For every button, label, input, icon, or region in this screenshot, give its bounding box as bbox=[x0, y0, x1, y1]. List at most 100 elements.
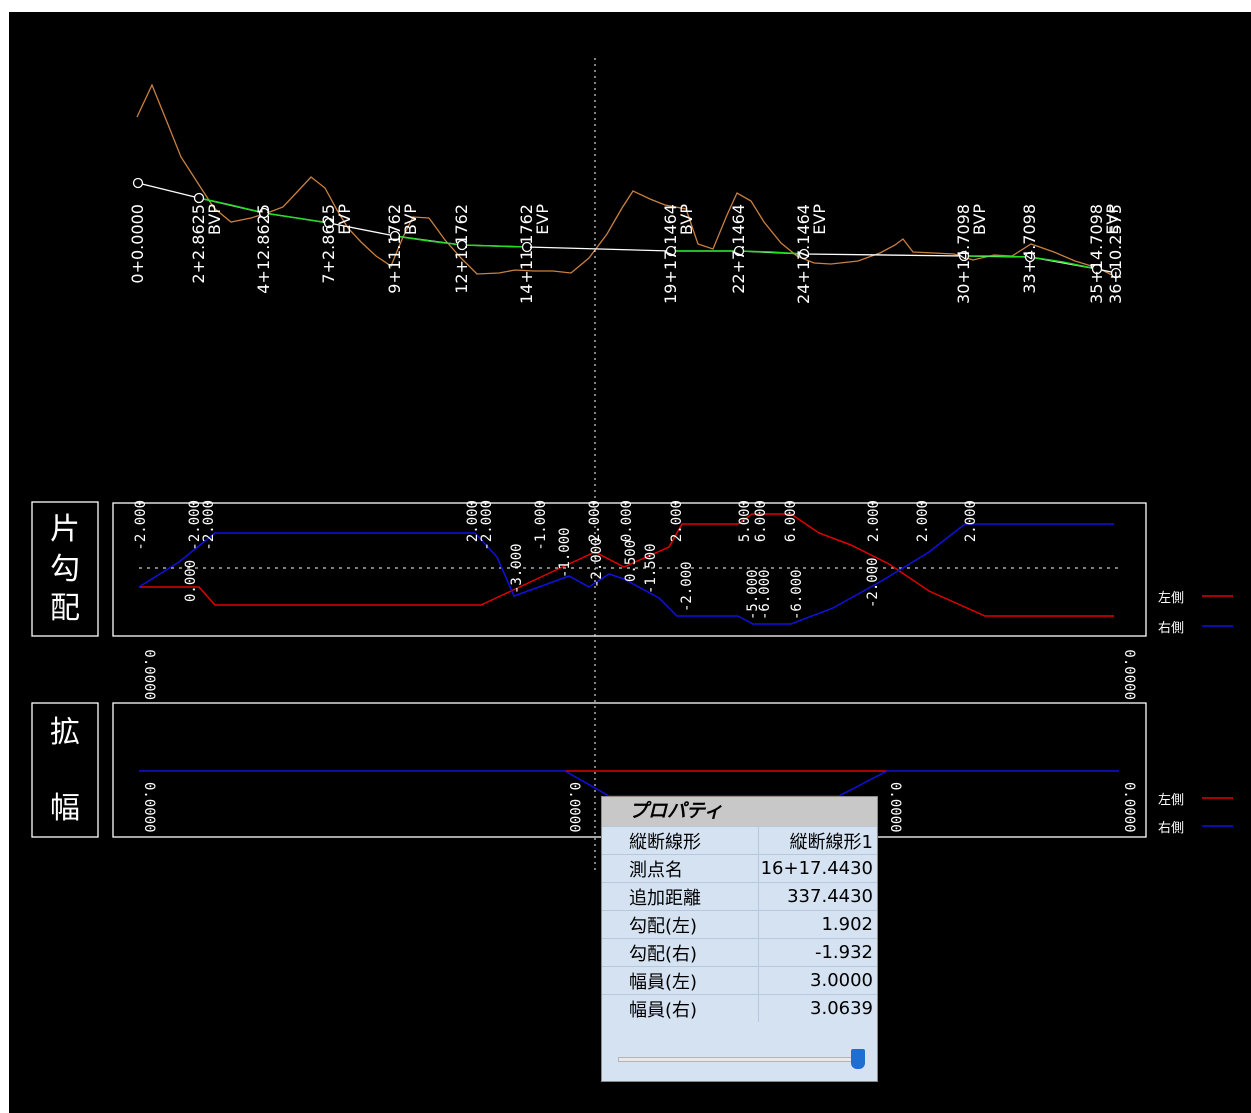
property-key: 勾配(右) bbox=[602, 938, 759, 967]
superelevation-value-label: -5.000 bbox=[745, 569, 761, 620]
station-point[interactable] bbox=[521, 241, 533, 253]
station-point[interactable] bbox=[1024, 251, 1036, 263]
property-row[interactable]: 勾配(左) 1.902 bbox=[602, 910, 877, 939]
property-row[interactable]: 勾配(右) -1.932 bbox=[602, 938, 877, 967]
station-tag: EVP bbox=[810, 204, 829, 235]
property-value[interactable]: 3.0000 bbox=[758, 966, 877, 995]
widening-value-label: 0.0000 bbox=[566, 782, 582, 833]
station-label: 24+17.1464 bbox=[794, 204, 813, 304]
widening-value-label: 0.0000 bbox=[1121, 782, 1137, 833]
property-key: 追加距離 bbox=[602, 882, 759, 911]
superelevation-value-label: 2.000 bbox=[963, 500, 979, 542]
ground-line bbox=[136, 83, 1115, 277]
station-point[interactable] bbox=[389, 230, 401, 242]
station-label: 35+14.7098 bbox=[1087, 204, 1106, 304]
superelevation-value-label: 6.000 bbox=[753, 500, 769, 542]
superelevation-value-label: 5.000 bbox=[737, 500, 753, 542]
station-label: 12+1.1762 bbox=[452, 204, 471, 294]
superelevation-legend-right: 右側 bbox=[1158, 621, 1184, 636]
property-value[interactable]: -1.932 bbox=[758, 938, 877, 967]
slider-thumb[interactable] bbox=[850, 1049, 865, 1069]
widening-title-2: 幅 bbox=[50, 791, 80, 826]
property-value[interactable]: 3.0639 bbox=[758, 994, 877, 1022]
opacity-slider[interactable] bbox=[618, 1049, 865, 1069]
station-point[interactable] bbox=[258, 207, 270, 219]
station-point[interactable] bbox=[958, 250, 970, 262]
station-label: 33+4.7098 bbox=[1020, 204, 1039, 294]
superelevation-value-label: -3.000 bbox=[509, 543, 525, 594]
properties-title: プロパティ bbox=[602, 797, 877, 826]
superelevation-title-1: 片 bbox=[50, 512, 80, 547]
property-row[interactable]: 追加距離 337.4430 bbox=[602, 882, 877, 911]
station-label: 30+14.7098 bbox=[954, 204, 973, 304]
superelevation-title-2: 勾 bbox=[50, 552, 80, 587]
widening-value-label: 0.0000 bbox=[141, 649, 157, 700]
superelevation-value-label: -2.000 bbox=[589, 537, 605, 588]
station-label: 14+11.1762 bbox=[517, 204, 536, 304]
superelevation-value-label: 2.000 bbox=[669, 500, 685, 542]
property-row[interactable]: 幅員(右) 3.0639 bbox=[602, 994, 877, 1022]
superelevation-value-label: -1.000 bbox=[533, 500, 549, 551]
station-point[interactable] bbox=[1091, 263, 1103, 275]
properties-panel[interactable]: プロパティ 縦断線形 縦断線形1 測点名 16+17.4430 追加距離 337.4430… bbox=[601, 796, 878, 1082]
superelevation-title-3: 配 bbox=[50, 591, 80, 626]
widening-title-1: 拡 bbox=[50, 715, 80, 750]
station-point[interactable] bbox=[456, 239, 468, 251]
station-tag: BVP bbox=[205, 204, 224, 235]
station-tag: BVP bbox=[970, 204, 989, 235]
superelevation-value-label: -2.000 bbox=[679, 561, 695, 612]
superelevation-value-label: -2.000 bbox=[201, 500, 217, 551]
superelevation-value-label: -2.000 bbox=[865, 557, 881, 608]
station-point[interactable] bbox=[193, 192, 205, 204]
widening-value-label: 0.0000 bbox=[1121, 649, 1137, 700]
station-tag: BVP bbox=[677, 204, 696, 235]
properties-table: 縦断線形 縦断線形1 測点名 16+17.4430 追加距離 337.4430 勾配(左) 1… bbox=[602, 826, 877, 1022]
station-label: 4+12.8625 bbox=[254, 204, 273, 294]
superelevation-labels: -2.000 -2.000-2.000 2.000-2.000 -1.000 2.000… bbox=[133, 500, 979, 620]
slider-track[interactable] bbox=[618, 1057, 864, 1062]
station-label: 19+17.1464 bbox=[661, 204, 680, 304]
property-row[interactable]: 幅員(左) 3.0000 bbox=[602, 966, 877, 995]
property-key: 縦断線形 bbox=[602, 826, 759, 855]
station-label: 36+10.2575 bbox=[1106, 204, 1125, 304]
widening-legend-right: 右側 bbox=[1158, 821, 1184, 836]
property-value[interactable]: 1.902 bbox=[758, 910, 877, 939]
station-point[interactable] bbox=[132, 177, 144, 189]
superelevation-legend-left: 左側 bbox=[1158, 591, 1184, 606]
station-point[interactable] bbox=[733, 245, 745, 257]
property-row[interactable]: 測点名 16+17.4430 bbox=[602, 854, 877, 883]
superelevation-value-label: -1.000 bbox=[557, 527, 573, 578]
superelevation-right-line bbox=[138, 523, 1114, 625]
property-key: 幅員(右) bbox=[602, 994, 759, 1022]
superelevation-value-label: 0.000 bbox=[183, 560, 199, 602]
station-tag: EVP bbox=[533, 204, 552, 235]
station-point[interactable] bbox=[798, 248, 810, 260]
superelevation-value-label: -6.000 bbox=[757, 569, 773, 620]
superelevation-plot-frame bbox=[112, 502, 1147, 637]
property-value[interactable]: 337.4430 bbox=[758, 882, 877, 911]
station-point[interactable] bbox=[665, 245, 677, 257]
station-tag: BVP bbox=[401, 204, 420, 235]
property-value[interactable]: 縦断線形1 bbox=[758, 826, 877, 855]
superelevation-value-label: 2.000 bbox=[915, 500, 931, 542]
superelevation-value-label: 6.000 bbox=[783, 500, 799, 542]
property-key: 測点名 bbox=[602, 854, 759, 883]
station-label: 9+11.1762 bbox=[385, 204, 404, 294]
station-label: 22+7.1464 bbox=[729, 204, 748, 294]
superelevation-value-label: -1.500 bbox=[643, 543, 659, 594]
property-row[interactable]: 縦断線形 縦断線形1 bbox=[602, 826, 877, 855]
station-point[interactable] bbox=[323, 217, 335, 229]
property-key: 勾配(左) bbox=[602, 910, 759, 939]
widening-value-label: 0.0000 bbox=[887, 782, 903, 833]
widening-value-label: 0.0000 bbox=[141, 782, 157, 833]
station-label: 2+2.8625 bbox=[189, 204, 208, 284]
superelevation-value-label: -2.000 bbox=[133, 500, 149, 551]
property-value[interactable]: 16+17.4430 bbox=[758, 854, 877, 883]
station-tag: EVP bbox=[335, 204, 354, 235]
superelevation-title-box bbox=[31, 501, 99, 637]
superelevation-value-label: 0.500 bbox=[623, 540, 639, 582]
property-key: 幅員(左) bbox=[602, 966, 759, 995]
station-point[interactable] bbox=[1110, 267, 1122, 279]
superelevation-value-label: -2.000 bbox=[187, 500, 203, 551]
